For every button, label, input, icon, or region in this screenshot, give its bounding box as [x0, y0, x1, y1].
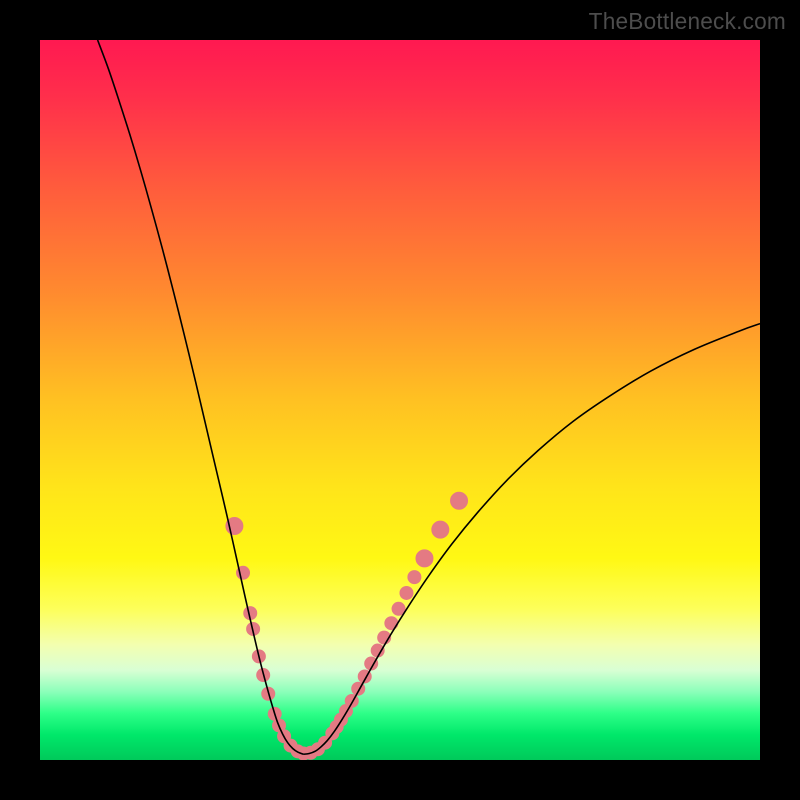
curve-marker — [385, 617, 398, 630]
gradient-background — [40, 40, 760, 760]
plot-svg — [40, 40, 760, 760]
curve-marker — [400, 586, 413, 599]
chart-frame: TheBottleneck.com — [0, 0, 800, 800]
curve-marker — [451, 492, 468, 509]
curve-marker — [408, 571, 421, 584]
curve-marker — [416, 550, 433, 567]
plot-area — [40, 40, 760, 760]
watermark-text: TheBottleneck.com — [589, 8, 786, 35]
curve-marker — [432, 521, 449, 538]
